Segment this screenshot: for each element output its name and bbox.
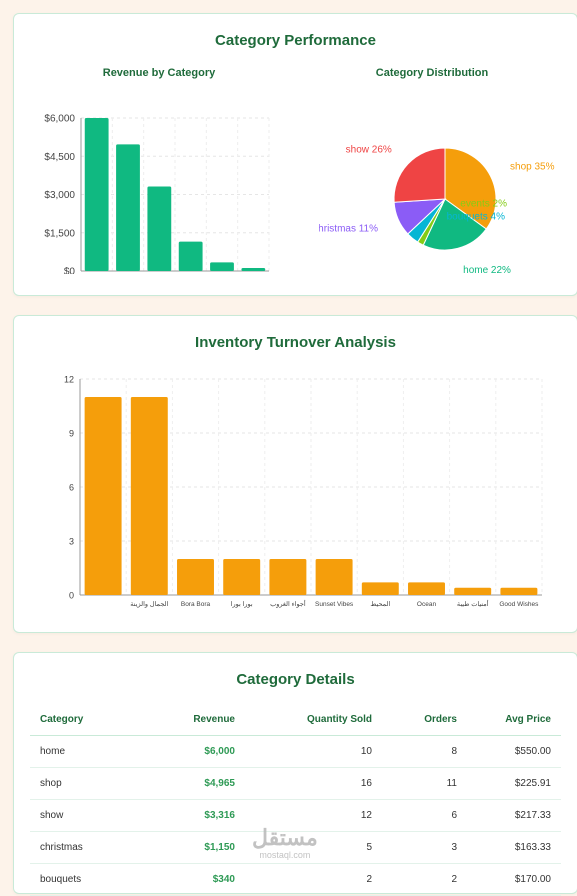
bar — [223, 559, 261, 595]
y-tick-label: $4,500 — [44, 152, 75, 163]
cell-avg-price: $550.00 — [457, 735, 561, 768]
col-orders: Orders — [372, 703, 457, 736]
table-header-row: Category Revenue Quantity Sold Orders Av… — [30, 703, 561, 736]
category-details-title: Category Details — [236, 671, 355, 688]
bar — [361, 582, 399, 595]
cell-orders: 8 — [372, 735, 457, 768]
revenue-bar-chart: $0$1,500$3,000$4,500$6,000homeshopshowbo… — [44, 114, 270, 275]
x-tick-label: Bora Bora — [181, 601, 211, 608]
cell-avg-price: $225.91 — [457, 767, 561, 800]
table-row: christmas $1,150 5 3 $163.33 — [30, 831, 561, 864]
col-avg-price: Avg Price — [457, 703, 561, 736]
category-performance-card: Category Performance Revenue by Category… — [13, 13, 577, 296]
cell-orders: 11 — [372, 767, 457, 800]
pie-slice-label: events 2% — [460, 199, 507, 210]
revenue-by-category-title: Revenue by Category — [102, 67, 216, 79]
cell-quantity: 5 — [235, 831, 372, 864]
y-tick-label: $0 — [64, 267, 76, 275]
pie-slice-label: christmas 11% — [319, 223, 378, 234]
col-revenue: Revenue — [135, 703, 235, 736]
inventory-turnover-title: Inventory Turnover Analysis — [195, 334, 396, 351]
category-pie-chart: shop 35% home 22% events 2% bouquets 4% chri… — [319, 145, 555, 274]
y-tick-label: $1,500 — [44, 228, 75, 239]
pie-slice-label: bouquets 4% — [447, 212, 505, 223]
cell-revenue: $6,000 — [135, 735, 235, 768]
y-tick-label: $6,000 — [44, 114, 75, 125]
y-tick-label: 9 — [69, 429, 74, 439]
cell-orders: 6 — [372, 799, 457, 832]
cell-category: christmas — [30, 831, 135, 864]
cell-category: show — [30, 799, 135, 832]
y-tick-label: 3 — [69, 537, 74, 547]
pie-slice — [393, 147, 446, 203]
pie-slice — [444, 147, 497, 230]
watermark-url: mostaql.com — [259, 850, 311, 860]
pie-slice-label: show 26% — [346, 145, 392, 156]
col-quantity-sold: Quantity Sold — [235, 703, 372, 736]
category-details-table: Category Revenue Quantity Sold Orders Av… — [30, 703, 561, 896]
x-tick-label: أجواء الغروب — [270, 598, 306, 608]
y-tick-label: 0 — [69, 591, 74, 601]
bar — [178, 241, 203, 271]
bar — [147, 186, 172, 271]
y-tick-label: $3,000 — [44, 190, 75, 201]
col-category: Category — [30, 703, 135, 736]
x-tick-label: Sunset Vibes — [315, 601, 354, 608]
mostaql-watermark: مستقل mostaql.com — [252, 825, 318, 861]
watermark-arabic: مستقل — [252, 825, 318, 850]
bar — [116, 144, 140, 271]
x-tick-label: بورا بورا — [231, 600, 253, 608]
bar — [408, 582, 445, 595]
bar — [177, 559, 214, 595]
cell-quantity: 10 — [235, 735, 372, 768]
table-row: show $3,316 12 6 $217.33 — [30, 799, 561, 832]
y-tick-label: 12 — [64, 375, 74, 385]
category-performance-title: Category Performance — [215, 32, 376, 49]
cell-orders: 3 — [372, 831, 457, 864]
x-tick-label: أمنيات طيبة — [457, 598, 489, 608]
cell-quantity: 12 — [235, 799, 372, 832]
bar — [241, 267, 266, 271]
bar — [500, 587, 538, 595]
x-tick-label: الجمال والزينة — [130, 600, 168, 608]
cell-avg-price: $163.33 — [457, 831, 561, 864]
cell-revenue: $1,150 — [135, 831, 235, 864]
x-tick-label: المحيط — [370, 600, 390, 608]
bar — [84, 397, 122, 595]
cell-avg-price: $217.33 — [457, 799, 561, 832]
x-tick-label: Good Wishes — [499, 601, 539, 608]
cell-quantity: 16 — [235, 767, 372, 800]
cell-category: home — [30, 735, 135, 768]
bar — [84, 118, 109, 271]
table-row: home $6,000 10 8 $550.00 — [30, 735, 561, 768]
inventory-turnover-bar-chart: 0 3 6 9 12 الجمال والزينة Bora Bora بورا بورا أج… — [64, 375, 543, 608]
cell-revenue: $3,316 — [135, 799, 235, 832]
cell-revenue: $4,965 — [135, 767, 235, 800]
bar — [454, 587, 492, 595]
inventory-turnover-card: Inventory Turnover Analysis 0 3 6 9 12 الجمال… — [13, 315, 577, 633]
bar — [269, 559, 307, 595]
x-tick-label: Ocean — [417, 601, 437, 608]
pie-slice-label: shop 35% — [510, 161, 555, 172]
y-tick-label: 6 — [69, 483, 74, 493]
bar — [210, 262, 234, 271]
bar — [130, 397, 168, 595]
pie-slice-label: home 22% — [463, 265, 511, 274]
cell-category: shop — [30, 767, 135, 800]
category-distribution-title: Category Distribution — [375, 67, 489, 79]
bar — [315, 559, 353, 595]
table-row: shop $4,965 16 11 $225.91 — [30, 767, 561, 800]
